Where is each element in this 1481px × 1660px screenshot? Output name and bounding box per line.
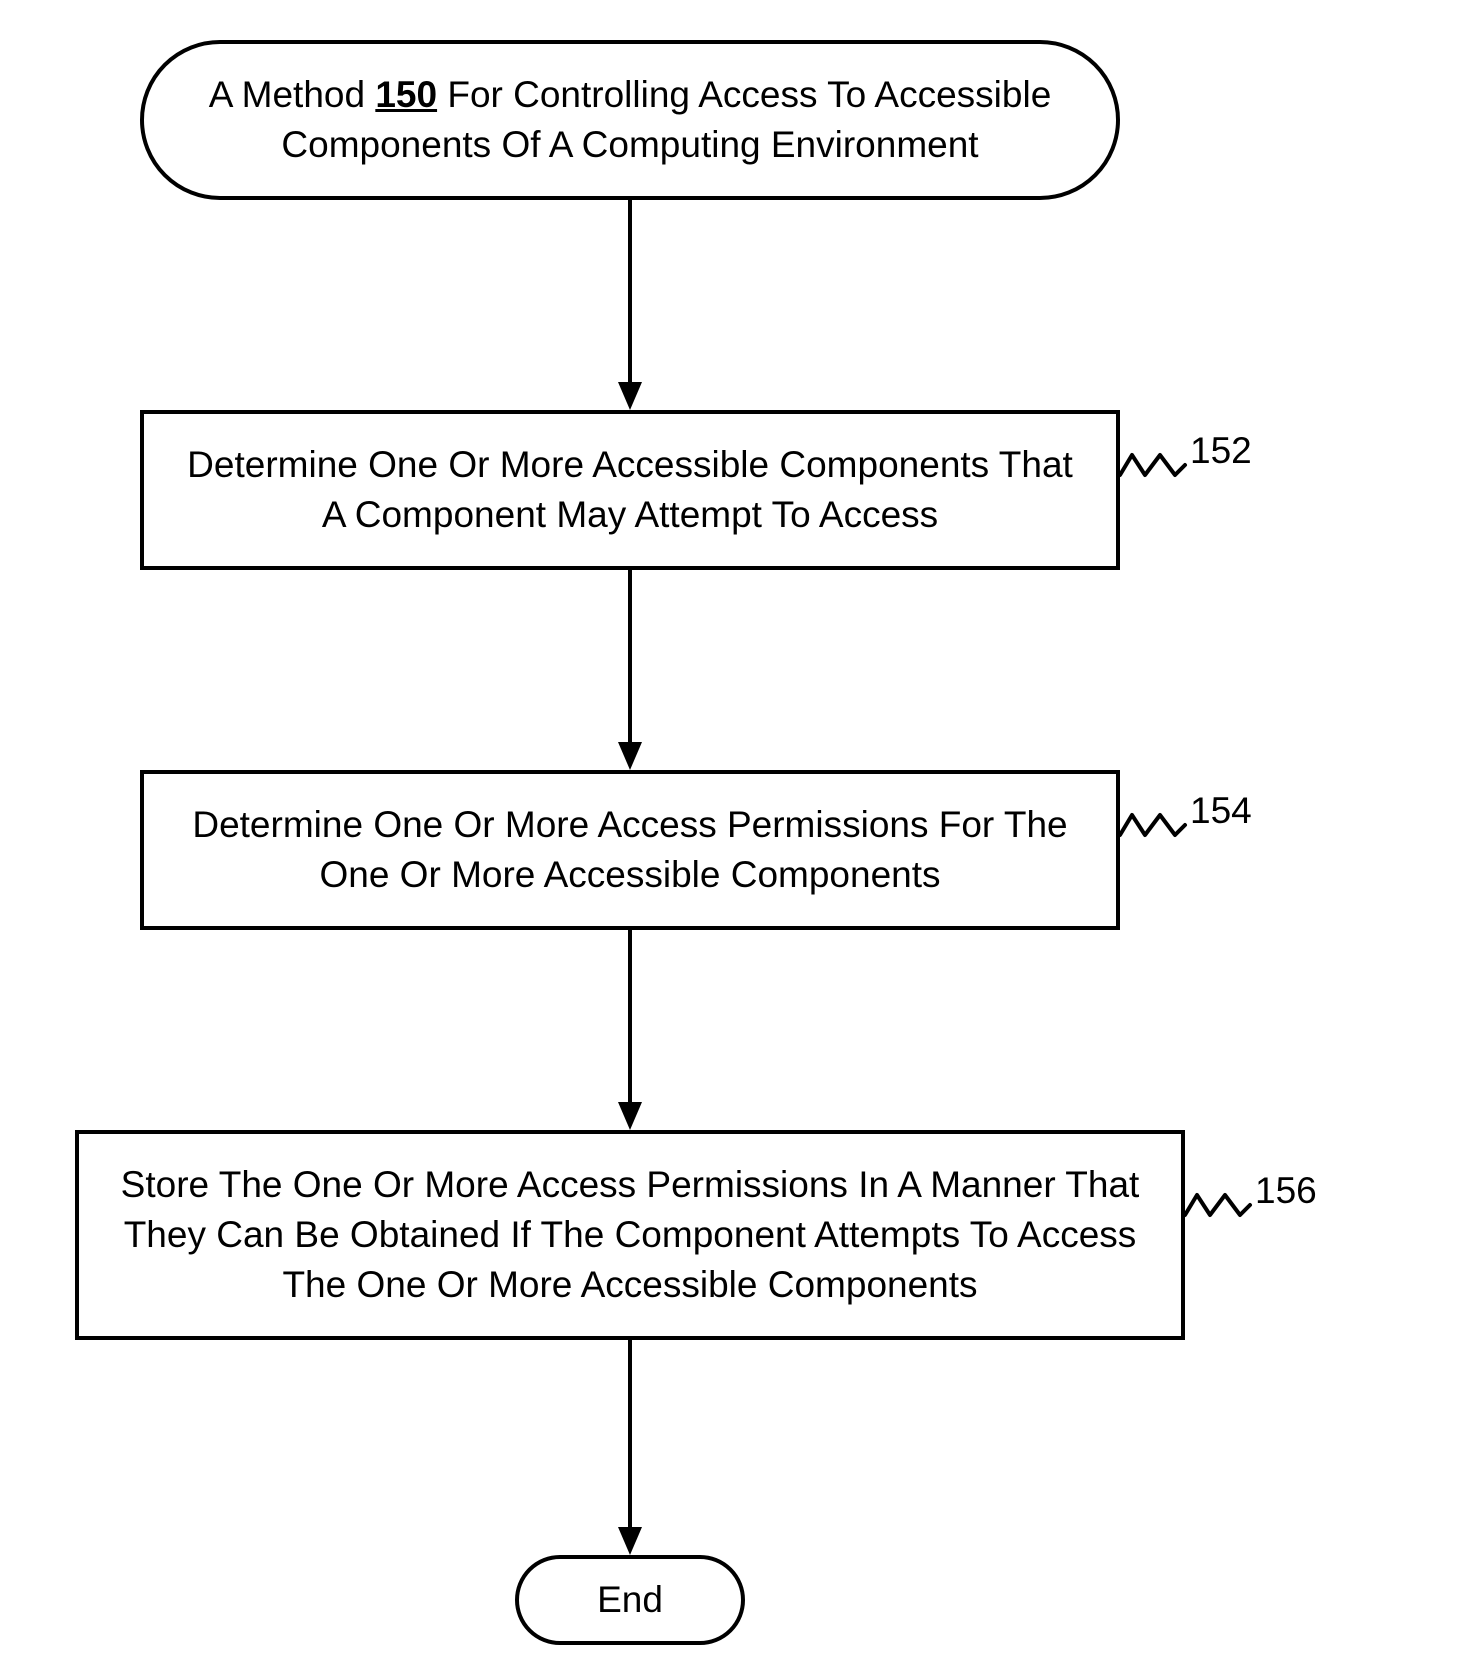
- flow-node-end: End: [515, 1555, 745, 1645]
- flow-node-step2: Determine One Or More Access Permissions…: [140, 770, 1120, 930]
- ref-label-156: 156: [1255, 1170, 1317, 1212]
- flow-node-step1: Determine One Or More Accessible Compone…: [140, 410, 1120, 570]
- flow-node-text: Determine One Or More Access Permissions…: [174, 800, 1086, 900]
- flowchart-canvas: A Method 150 For Controlling Access To A…: [0, 0, 1481, 1660]
- ref-label-152: 152: [1190, 430, 1252, 472]
- ref-label-154: 154: [1190, 790, 1252, 832]
- flow-node-text: A Method 150 For Controlling Access To A…: [184, 70, 1076, 170]
- flow-node-start: A Method 150 For Controlling Access To A…: [140, 40, 1120, 200]
- flow-node-text: End: [597, 1575, 663, 1625]
- flow-node-text: Store The One Or More Access Permissions…: [109, 1160, 1151, 1310]
- flow-node-step3: Store The One Or More Access Permissions…: [75, 1130, 1185, 1340]
- flow-node-text: Determine One Or More Accessible Compone…: [174, 440, 1086, 540]
